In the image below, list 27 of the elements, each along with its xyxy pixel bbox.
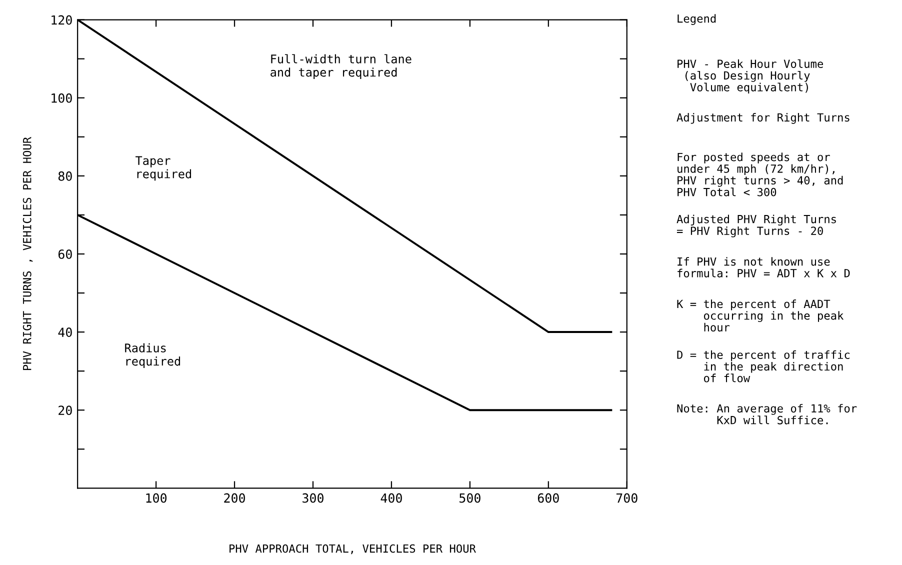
x-axis-title: PHV APPROACH TOTAL, VEHICLES PER HOUR — [230, 544, 476, 554]
y-tick-label: 100 — [52, 93, 72, 103]
y-tick-label: 60 — [58, 249, 72, 259]
text: D = the percent of traffic in the peak direction of flow — [677, 350, 850, 382]
text: If PHV is not known use formula: PHV = ADT x K x D — [678, 257, 850, 278]
x-tick-label: 600 — [538, 493, 559, 503]
text: K = the percent of AADT occurring in the peak hour — [677, 300, 844, 332]
annotation: Radius required — [125, 343, 180, 368]
text: Adjustment for Right Turns — [676, 113, 850, 124]
y-tick-label: 120 — [52, 15, 72, 25]
text: For posted speeds at or under 45 mph (72 km/hr), PHV right turns > 40, and PHV Total < 300 — [678, 152, 843, 196]
x-tick-label: 300 — [302, 493, 324, 503]
y-tick-label: 20 — [58, 406, 72, 416]
y-axis-title: PHV RIGHT TURNS , VEHICLES PER HOUR — [22, 136, 33, 370]
x-tick-label: 700 — [616, 493, 638, 503]
x-tick-label: 400 — [380, 493, 402, 503]
text: Adjusted PHV Right Turns = PHV Right Turns - 20 — [676, 214, 836, 238]
text: Note: An average of 11% for KxD will Suffice. — [677, 404, 857, 424]
x-tick-label: 500 — [460, 493, 480, 503]
annotation: Taper required — [136, 156, 192, 181]
y-tick-label: 40 — [58, 328, 72, 337]
text: Legend — [678, 14, 716, 25]
x-tick-label: 200 — [224, 493, 245, 503]
y-tick-label: 80 — [58, 171, 72, 181]
annotation: Full-width turn lane and taper required — [270, 54, 412, 80]
x-tick-label: 100 — [146, 493, 167, 503]
text: PHV - Peak Hour Volume (also Design Hourly Volume equivalent) — [678, 59, 824, 94]
